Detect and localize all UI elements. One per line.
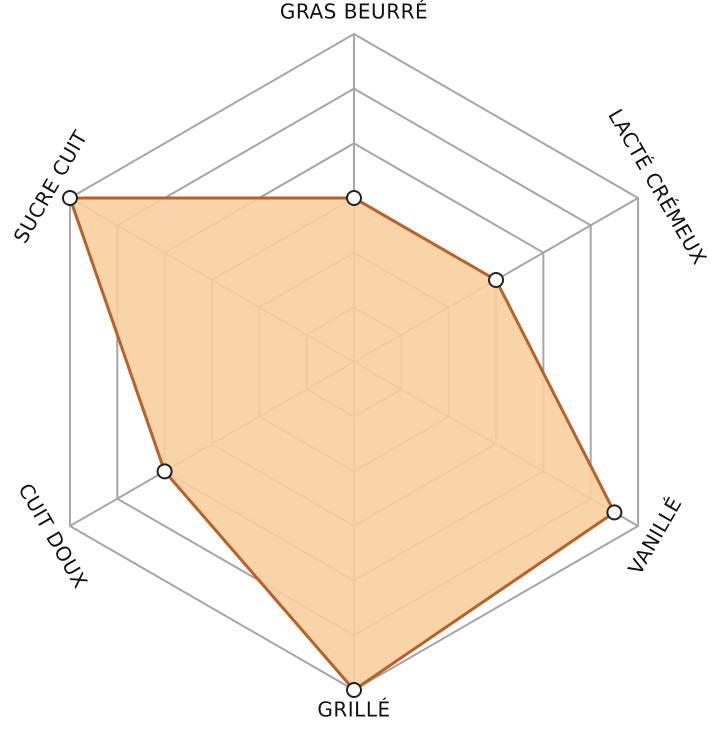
data-point [488, 272, 505, 288]
data-point [156, 463, 173, 480]
axis-label: GRAS BEURRÉ [280, 0, 428, 24]
axis-label: VANILLÉ [623, 493, 686, 579]
axis-label: GRILLÉ [317, 698, 390, 722]
data-point [606, 504, 623, 521]
data-area [68, 196, 616, 692]
axis-label: CUIT DOUX [13, 479, 92, 592]
data-point [61, 190, 78, 206]
data-point [346, 190, 362, 206]
data-point [346, 682, 362, 698]
